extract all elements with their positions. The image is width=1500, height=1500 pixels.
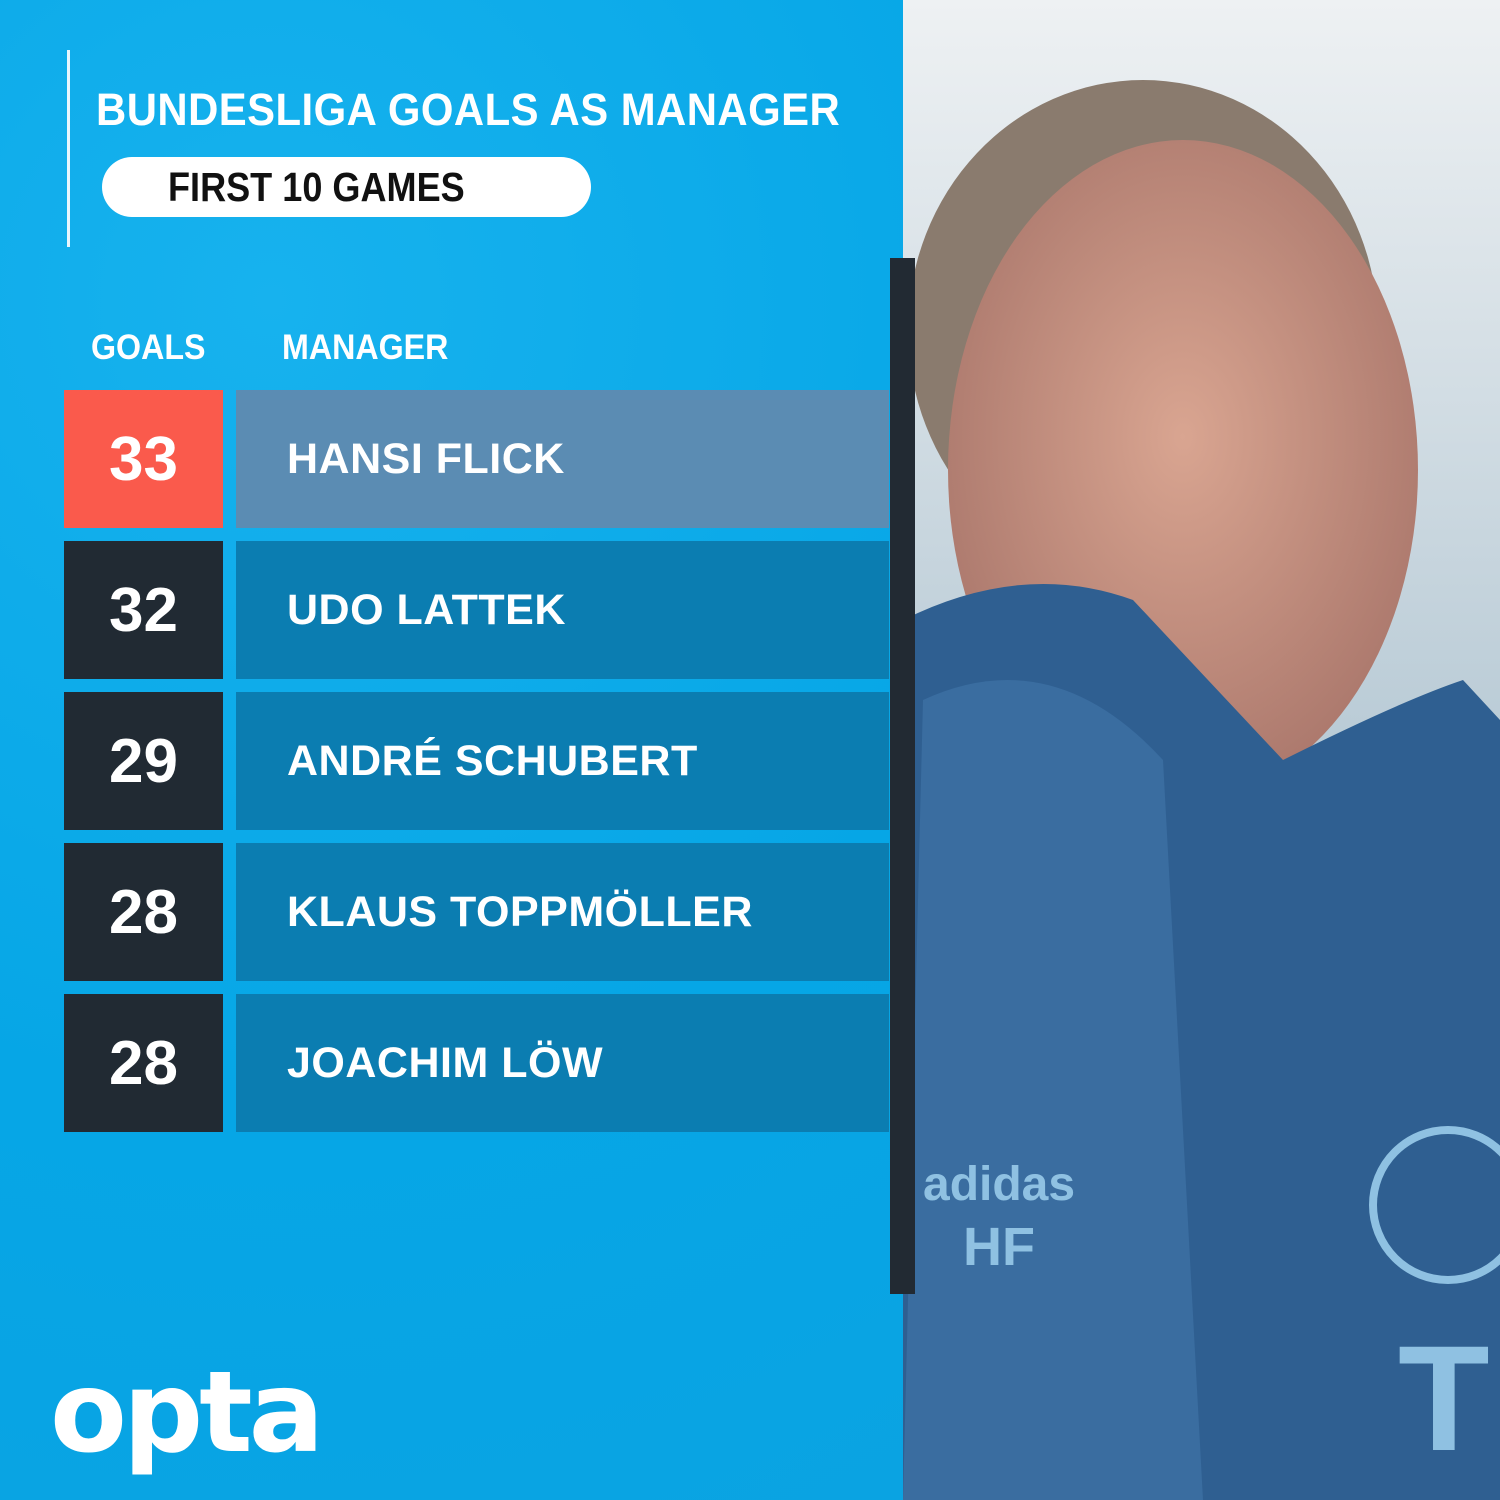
manager-name: UDO LATTEK (236, 541, 889, 679)
svg-text:adidas: adidas (923, 1158, 1075, 1211)
manager-name: JOACHIM LÖW (236, 994, 889, 1132)
goals-value: 28 (64, 994, 223, 1132)
svg-text:HF: HF (963, 1217, 1035, 1277)
chart-subtitle: FIRST 10 GAMES (168, 164, 465, 210)
manager-photo: adidas HF T (903, 0, 1500, 1500)
table-row: 28 JOACHIM LÖW (64, 994, 889, 1132)
goals-value: 28 (64, 843, 223, 981)
table-row: 32 UDO LATTEK (64, 541, 889, 679)
table-row: 33 HANSI FLICK (64, 390, 889, 528)
table-row: 29 ANDRÉ SCHUBERT (64, 692, 889, 830)
goals-value: 29 (64, 692, 223, 830)
divider (67, 50, 70, 247)
chart-title: BUNDESLIGA GOALS AS MANAGER (96, 84, 841, 135)
accent-bar (890, 258, 915, 1294)
column-header-goals: GOALS (91, 328, 206, 367)
column-header-manager: MANAGER (282, 328, 449, 367)
subtitle-pill (102, 157, 591, 217)
manager-name: KLAUS TOPPMÖLLER (236, 843, 889, 981)
goals-value: 33 (64, 390, 223, 528)
manager-name: HANSI FLICK (236, 390, 889, 528)
manager-name: ANDRÉ SCHUBERT (236, 692, 889, 830)
svg-text:T: T (1398, 1314, 1490, 1482)
goals-value: 32 (64, 541, 223, 679)
table-row: 28 KLAUS TOPPMÖLLER (64, 843, 889, 981)
opta-logo: opta (50, 1348, 324, 1478)
